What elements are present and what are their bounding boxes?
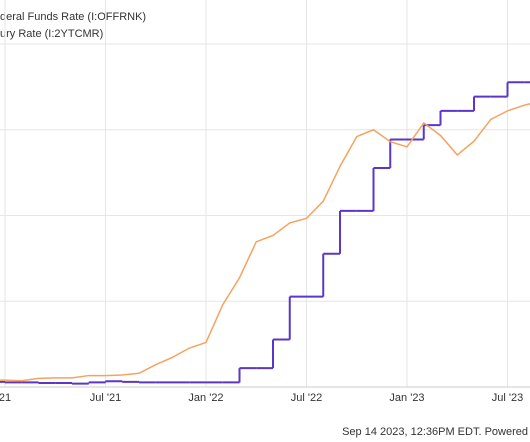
x-tick-label: Jul '21 xyxy=(90,392,121,404)
x-tick-label: Jul '23 xyxy=(492,392,523,404)
legend-entry: ury Rate (I:2YTCMR) xyxy=(0,28,103,40)
x-tick-label: Jan '23 xyxy=(389,392,424,404)
footer: Sep 14 2023, 12:36PM EDT. Powered xyxy=(342,426,528,438)
legend-entry: deral Funds Rate (I:OFFRNK) xyxy=(0,11,146,23)
series-line xyxy=(0,103,530,382)
x-tick-label: 21 xyxy=(0,392,11,404)
x-tick-label: Jul '22 xyxy=(291,392,322,404)
x-tick-label: Jan '22 xyxy=(188,392,223,404)
